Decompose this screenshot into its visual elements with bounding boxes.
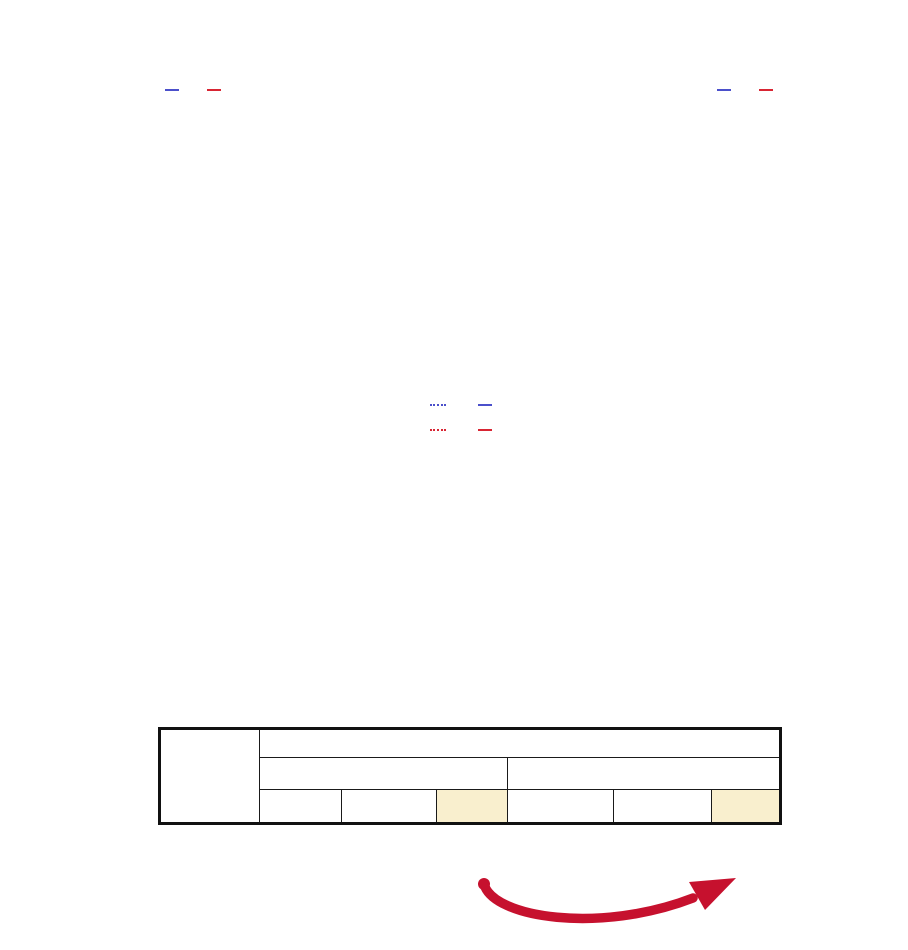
delta-comparison-arrow bbox=[478, 878, 736, 924]
blue-line-marker-icon bbox=[478, 403, 492, 406]
table-title-row bbox=[159, 728, 781, 824]
group-header-no-parasitic bbox=[259, 757, 508, 790]
efficiency-chart bbox=[128, 448, 806, 710]
arrow-head-icon bbox=[689, 878, 736, 910]
table-header-row bbox=[160, 789, 781, 825]
red-line-marker-icon bbox=[759, 89, 773, 91]
red-dotted-marker-icon bbox=[430, 428, 446, 431]
s11-left-chart bbox=[10, 103, 358, 359]
legend-row-2 bbox=[134, 417, 794, 442]
col-header bbox=[259, 789, 342, 825]
legend-item bbox=[759, 89, 779, 91]
legend-row-1 bbox=[134, 392, 794, 417]
legend-item bbox=[478, 428, 498, 431]
legend-item bbox=[717, 89, 737, 91]
col-header bbox=[507, 789, 614, 825]
average-efficiency-table bbox=[158, 727, 782, 825]
empty-corner-cell bbox=[159, 728, 260, 824]
col-header-delta bbox=[436, 789, 508, 825]
left-chart-legend bbox=[36, 78, 356, 102]
blue-line-marker-icon bbox=[165, 89, 179, 91]
legend-item bbox=[165, 89, 185, 91]
col-header bbox=[341, 789, 437, 825]
red-line-marker-icon bbox=[478, 428, 492, 431]
right-chart-legend bbox=[588, 78, 908, 102]
legend-item bbox=[430, 428, 452, 431]
s11-right-chart bbox=[552, 103, 908, 359]
blue-line-marker-icon bbox=[717, 89, 731, 91]
col-header bbox=[613, 789, 712, 825]
blue-dotted-marker-icon bbox=[430, 403, 446, 406]
table-title bbox=[259, 728, 781, 758]
group-header-parasitic bbox=[507, 757, 781, 790]
legend-item bbox=[207, 89, 227, 91]
legend-item bbox=[430, 403, 452, 406]
red-line-marker-icon bbox=[207, 89, 221, 91]
arrow-curve bbox=[479, 879, 698, 924]
legend-item bbox=[478, 403, 498, 406]
efficiency-chart-legend bbox=[134, 392, 794, 442]
col-header-delta bbox=[711, 789, 781, 825]
